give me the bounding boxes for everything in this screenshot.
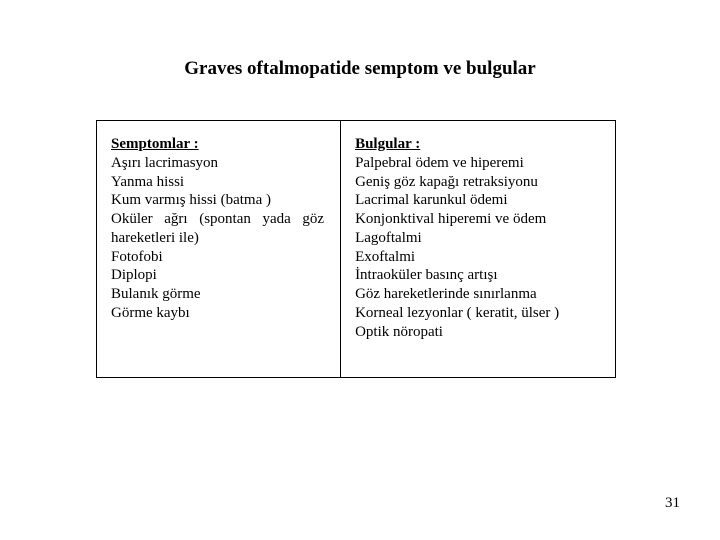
finding-item: Palpebral ödem ve hiperemi: [355, 155, 524, 171]
symptoms-column: Semptomlar : Aşırı lacrimasyon Yanma his…: [97, 121, 341, 377]
content-table: Semptomlar : Aşırı lacrimasyon Yanma his…: [96, 120, 616, 378]
finding-item: Göz hareketlerinde sınırlanma: [355, 286, 537, 302]
symptom-item: Görme kaybı: [111, 305, 190, 321]
findings-column: Bulgular : Palpebral ödem ve hiperemi Ge…: [341, 121, 615, 377]
findings-header: Bulgular :: [355, 136, 420, 152]
page-number: 31: [665, 495, 680, 512]
symptom-item: Aşırı lacrimasyon: [111, 155, 218, 171]
symptoms-header: Semptomlar :: [111, 136, 199, 152]
symptom-item: Yanma hissi: [111, 174, 184, 190]
symptom-item: Kum varmış hissi (batma ): [111, 192, 271, 208]
finding-item: Lacrimal karunkul ödemi: [355, 192, 507, 208]
finding-item: Korneal lezyonlar ( keratit, ülser ): [355, 305, 559, 321]
symptom-item: Bulanık görme: [111, 286, 201, 302]
finding-item: Konjonktival hiperemi ve ödem: [355, 211, 546, 227]
symptom-item: Oküler ağrı (spontan yada göz hareketler…: [111, 211, 324, 246]
finding-item: Lagoftalmi: [355, 230, 422, 246]
symptom-item: Fotofobi: [111, 249, 163, 265]
symptom-item: Diplopi: [111, 267, 157, 283]
finding-item: Exoftalmi: [355, 249, 415, 265]
slide-title: Graves oftalmopatide semptom ve bulgular: [0, 58, 720, 80]
finding-item: İntraoküler basınç artışı: [355, 267, 497, 283]
finding-item: Optik nöropati: [355, 324, 443, 340]
slide: Graves oftalmopatide semptom ve bulgular…: [0, 0, 720, 540]
finding-item: Geniş göz kapağı retraksiyonu: [355, 174, 538, 190]
